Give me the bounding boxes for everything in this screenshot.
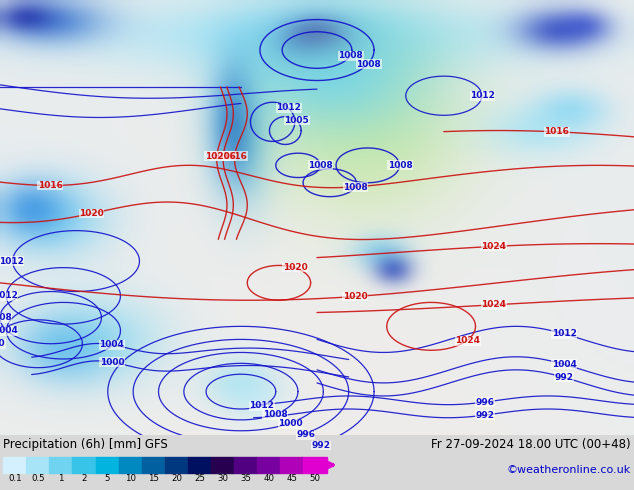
Text: 25: 25 [194,474,205,483]
Text: 15: 15 [148,474,158,483]
Text: 1008: 1008 [308,161,333,170]
Text: 1005: 1005 [285,116,309,125]
Bar [49,457,72,473]
Text: 0.5: 0.5 [31,474,44,483]
Text: 1016: 1016 [544,127,569,136]
Text: 1012: 1012 [0,292,18,300]
Text: Fr 27-09-2024 18.00 UTC (00+48): Fr 27-09-2024 18.00 UTC (00+48) [431,438,631,451]
Text: 1: 1 [58,474,63,483]
Text: 1020: 1020 [283,263,307,272]
Bar [165,457,188,473]
Text: 1020: 1020 [79,209,104,218]
Text: 1008: 1008 [343,183,368,192]
Bar [257,457,280,473]
Text: 1012: 1012 [0,257,24,266]
Text: 996: 996 [296,430,315,439]
Text: 20: 20 [171,474,182,483]
Text: 1000: 1000 [0,339,5,348]
Bar [211,457,234,473]
Text: 1004: 1004 [552,360,576,369]
Bar [280,457,304,473]
Text: 2: 2 [81,474,87,483]
Text: 992: 992 [476,411,495,419]
Text: 1016: 1016 [223,152,247,161]
Text: 35: 35 [240,474,251,483]
Text: 996: 996 [476,397,495,407]
Text: 1008: 1008 [339,51,363,60]
Text: 1000: 1000 [100,358,124,367]
Bar [26,457,49,473]
Text: 1016: 1016 [38,181,63,190]
Text: 1008: 1008 [0,313,11,322]
Text: 1008: 1008 [356,60,381,69]
Text: 1024: 1024 [455,336,480,345]
Bar [96,457,119,473]
Text: 1016: 1016 [211,152,236,161]
Text: 0.1: 0.1 [8,474,22,483]
Text: 1012: 1012 [470,91,495,100]
Text: 1012: 1012 [249,401,275,411]
Bar [234,457,257,473]
Text: 1020: 1020 [205,152,230,161]
Text: 1000: 1000 [278,419,302,428]
Text: 30: 30 [217,474,228,483]
Bar [142,457,165,473]
Bar [304,457,327,473]
Text: 1024: 1024 [481,242,506,251]
Text: 50: 50 [309,474,320,483]
Bar [72,457,96,473]
Text: 10: 10 [125,474,136,483]
Text: 992: 992 [311,441,330,450]
Text: 1020: 1020 [343,292,368,301]
Text: 40: 40 [263,474,275,483]
Text: 1008: 1008 [387,161,413,170]
Text: 1004: 1004 [100,340,124,349]
Bar [119,457,142,473]
Text: 1012: 1012 [552,329,576,339]
Text: 1004: 1004 [0,326,18,335]
Bar [3,457,26,473]
Text: 1024: 1024 [481,300,506,309]
Bar [188,457,211,473]
Text: 5: 5 [105,474,110,483]
Text: 992: 992 [555,373,574,382]
Text: 45: 45 [287,474,297,483]
Text: 1012: 1012 [276,103,301,112]
Text: ©weatheronline.co.uk: ©weatheronline.co.uk [507,466,631,475]
Text: Precipitation (6h) [mm] GFS: Precipitation (6h) [mm] GFS [3,438,168,451]
Text: 1008: 1008 [262,411,287,419]
